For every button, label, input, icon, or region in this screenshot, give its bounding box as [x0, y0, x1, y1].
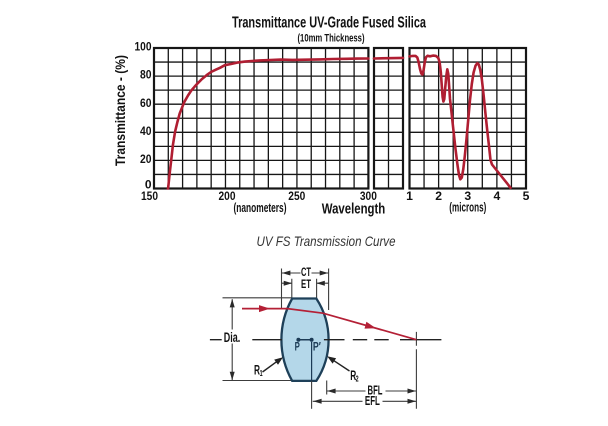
svg-text:100: 100 [135, 40, 152, 54]
svg-text:P: P [295, 341, 300, 353]
svg-text:1: 1 [260, 368, 263, 378]
svg-text:(microns): (microns) [449, 200, 486, 215]
svg-text:40: 40 [140, 124, 152, 138]
svg-text:EFL: EFL [365, 393, 380, 408]
svg-text:2: 2 [356, 374, 359, 384]
svg-text:5: 5 [523, 189, 530, 203]
svg-text:250: 250 [288, 189, 305, 203]
svg-text:300: 300 [360, 189, 377, 203]
svg-text:ET: ET [301, 277, 311, 291]
svg-text:P′: P′ [313, 342, 321, 354]
svg-text:(10mm Thickness): (10mm Thickness) [298, 33, 365, 45]
svg-text:(nanometers): (nanometers) [234, 200, 287, 215]
svg-text:60: 60 [140, 96, 152, 110]
svg-text:Dia.: Dia. [224, 330, 241, 345]
svg-text:0: 0 [145, 178, 152, 192]
svg-text:150: 150 [141, 189, 158, 203]
svg-text:4: 4 [493, 189, 500, 203]
svg-text:1: 1 [406, 189, 413, 203]
svg-text:3: 3 [464, 189, 471, 203]
svg-text:CT: CT [301, 265, 311, 279]
svg-text:2: 2 [435, 189, 442, 203]
svg-text:R: R [350, 368, 356, 383]
svg-text:Transmittance UV-Grade Fused S: Transmittance UV-Grade Fused Silica [232, 15, 426, 32]
svg-text:R: R [254, 362, 260, 377]
svg-text:BFL: BFL [368, 382, 383, 397]
svg-text:Wavelength: Wavelength [322, 202, 386, 218]
svg-text:20: 20 [140, 152, 152, 166]
svg-text:UV FS Transmission Curve: UV FS Transmission Curve [257, 233, 396, 249]
svg-text:80: 80 [140, 68, 152, 82]
svg-text:200: 200 [219, 189, 236, 203]
svg-text:Transmittance - (%): Transmittance - (%) [113, 55, 128, 166]
